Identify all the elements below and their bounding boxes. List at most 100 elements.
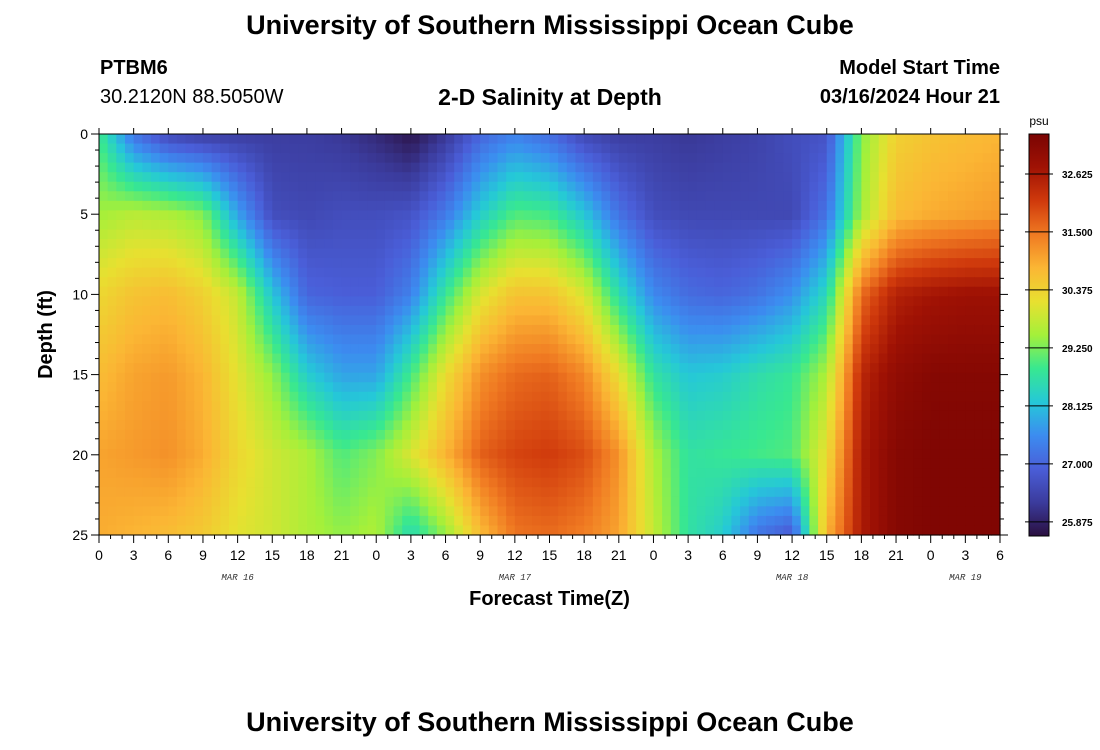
heatmap-cell (939, 391, 949, 402)
heatmap-cell (826, 496, 836, 507)
heatmap-cell (202, 525, 213, 536)
heatmap-cell (393, 334, 403, 345)
heatmap-cell (618, 468, 629, 479)
heatmap-cell (913, 200, 923, 211)
heatmap-cell (202, 382, 213, 393)
heatmap-cell (211, 468, 221, 479)
heatmap-cell (913, 143, 923, 154)
heatmap-cell (974, 162, 984, 173)
heatmap-cell (653, 219, 663, 231)
heatmap-cell (445, 181, 455, 192)
heatmap-cell (436, 344, 447, 355)
heatmap-cell (636, 267, 646, 278)
heatmap-cell (644, 315, 655, 326)
heatmap-cell (324, 296, 334, 307)
heatmap-cell (497, 229, 507, 240)
heatmap-cell (696, 324, 707, 336)
heatmap-cell (636, 296, 646, 307)
heatmap-cell (237, 277, 247, 288)
heatmap-cell (662, 286, 672, 297)
heatmap-cell (696, 496, 707, 507)
heatmap-cell (237, 363, 247, 374)
heatmap-cell (488, 334, 499, 345)
heatmap-cell (870, 191, 880, 202)
heatmap-cell (670, 248, 681, 259)
heatmap-cell (922, 239, 932, 250)
heatmap-cell (272, 134, 282, 145)
heatmap-cell (800, 305, 810, 317)
heatmap-cell (523, 401, 533, 412)
heatmap-cell (852, 401, 862, 412)
heatmap-cell (393, 143, 403, 154)
heatmap-cell (826, 258, 836, 269)
heatmap-cell (627, 506, 637, 517)
heatmap-cell (523, 496, 533, 507)
heatmap-cell (930, 324, 940, 336)
heatmap-cell (887, 210, 897, 221)
heatmap-cell (159, 525, 169, 536)
heatmap-cell (497, 506, 507, 517)
heatmap-cell (384, 239, 395, 250)
heatmap-cell (904, 219, 914, 231)
heatmap-cell (757, 210, 767, 221)
colorbar (1028, 133, 1050, 537)
heatmap-cell (948, 267, 958, 278)
heatmap-cell (818, 296, 828, 307)
heatmap-cell (133, 420, 143, 431)
heatmap-cell (774, 410, 785, 422)
heatmap-cell (358, 372, 369, 383)
heatmap-cell (471, 181, 481, 192)
heatmap-cell (410, 191, 421, 202)
x-tick-label: 12 (784, 547, 800, 563)
heatmap-cell (800, 477, 810, 488)
heatmap-cell (263, 344, 273, 355)
heatmap-cell (965, 191, 975, 202)
heatmap-cell (107, 382, 117, 393)
heatmap-cell (124, 258, 135, 269)
heatmap-cell (722, 286, 733, 297)
heatmap-cell (809, 181, 819, 192)
heatmap-cell (566, 525, 577, 536)
heatmap-cell (878, 239, 888, 250)
heatmap-cell (350, 420, 360, 431)
heatmap-cell (237, 248, 247, 259)
heatmap-cell (315, 286, 325, 297)
heatmap-cell (878, 219, 888, 231)
heatmap-cell (904, 439, 914, 450)
heatmap-cell (150, 420, 161, 431)
heatmap-cell (159, 248, 169, 259)
heatmap-cell (506, 515, 516, 527)
heatmap-cell (142, 258, 152, 269)
heatmap-cell (419, 210, 429, 221)
heatmap-cell (176, 296, 187, 307)
heatmap-cell (237, 525, 247, 536)
heatmap-cell (644, 277, 655, 288)
heatmap-cell (991, 162, 1001, 173)
heatmap-cell (428, 449, 438, 460)
heatmap-cell (558, 334, 568, 345)
heatmap-cell (471, 143, 481, 154)
heatmap-cell (774, 181, 785, 192)
heatmap-cell (696, 191, 707, 202)
heatmap-cell (618, 229, 629, 240)
heatmap-cell (471, 487, 481, 498)
heatmap-cell (956, 429, 966, 441)
heatmap-cell (341, 391, 351, 402)
heatmap-cell (315, 153, 325, 164)
heatmap-cell (974, 334, 984, 345)
heatmap-cell (306, 487, 317, 498)
heatmap-cell (410, 181, 421, 192)
heatmap-cell (610, 143, 620, 154)
heatmap-cell (350, 477, 360, 488)
heatmap-cell (159, 200, 169, 211)
heatmap-cell (358, 239, 369, 250)
heatmap-cell (870, 286, 880, 297)
heatmap-cell (506, 277, 516, 288)
heatmap-cell (714, 458, 724, 469)
heatmap-cell (870, 391, 880, 402)
heatmap-cell (289, 296, 299, 307)
heatmap-cell (930, 162, 940, 173)
heatmap-cell (627, 296, 637, 307)
heatmap-cell (584, 210, 594, 221)
heatmap-cell (766, 515, 776, 527)
